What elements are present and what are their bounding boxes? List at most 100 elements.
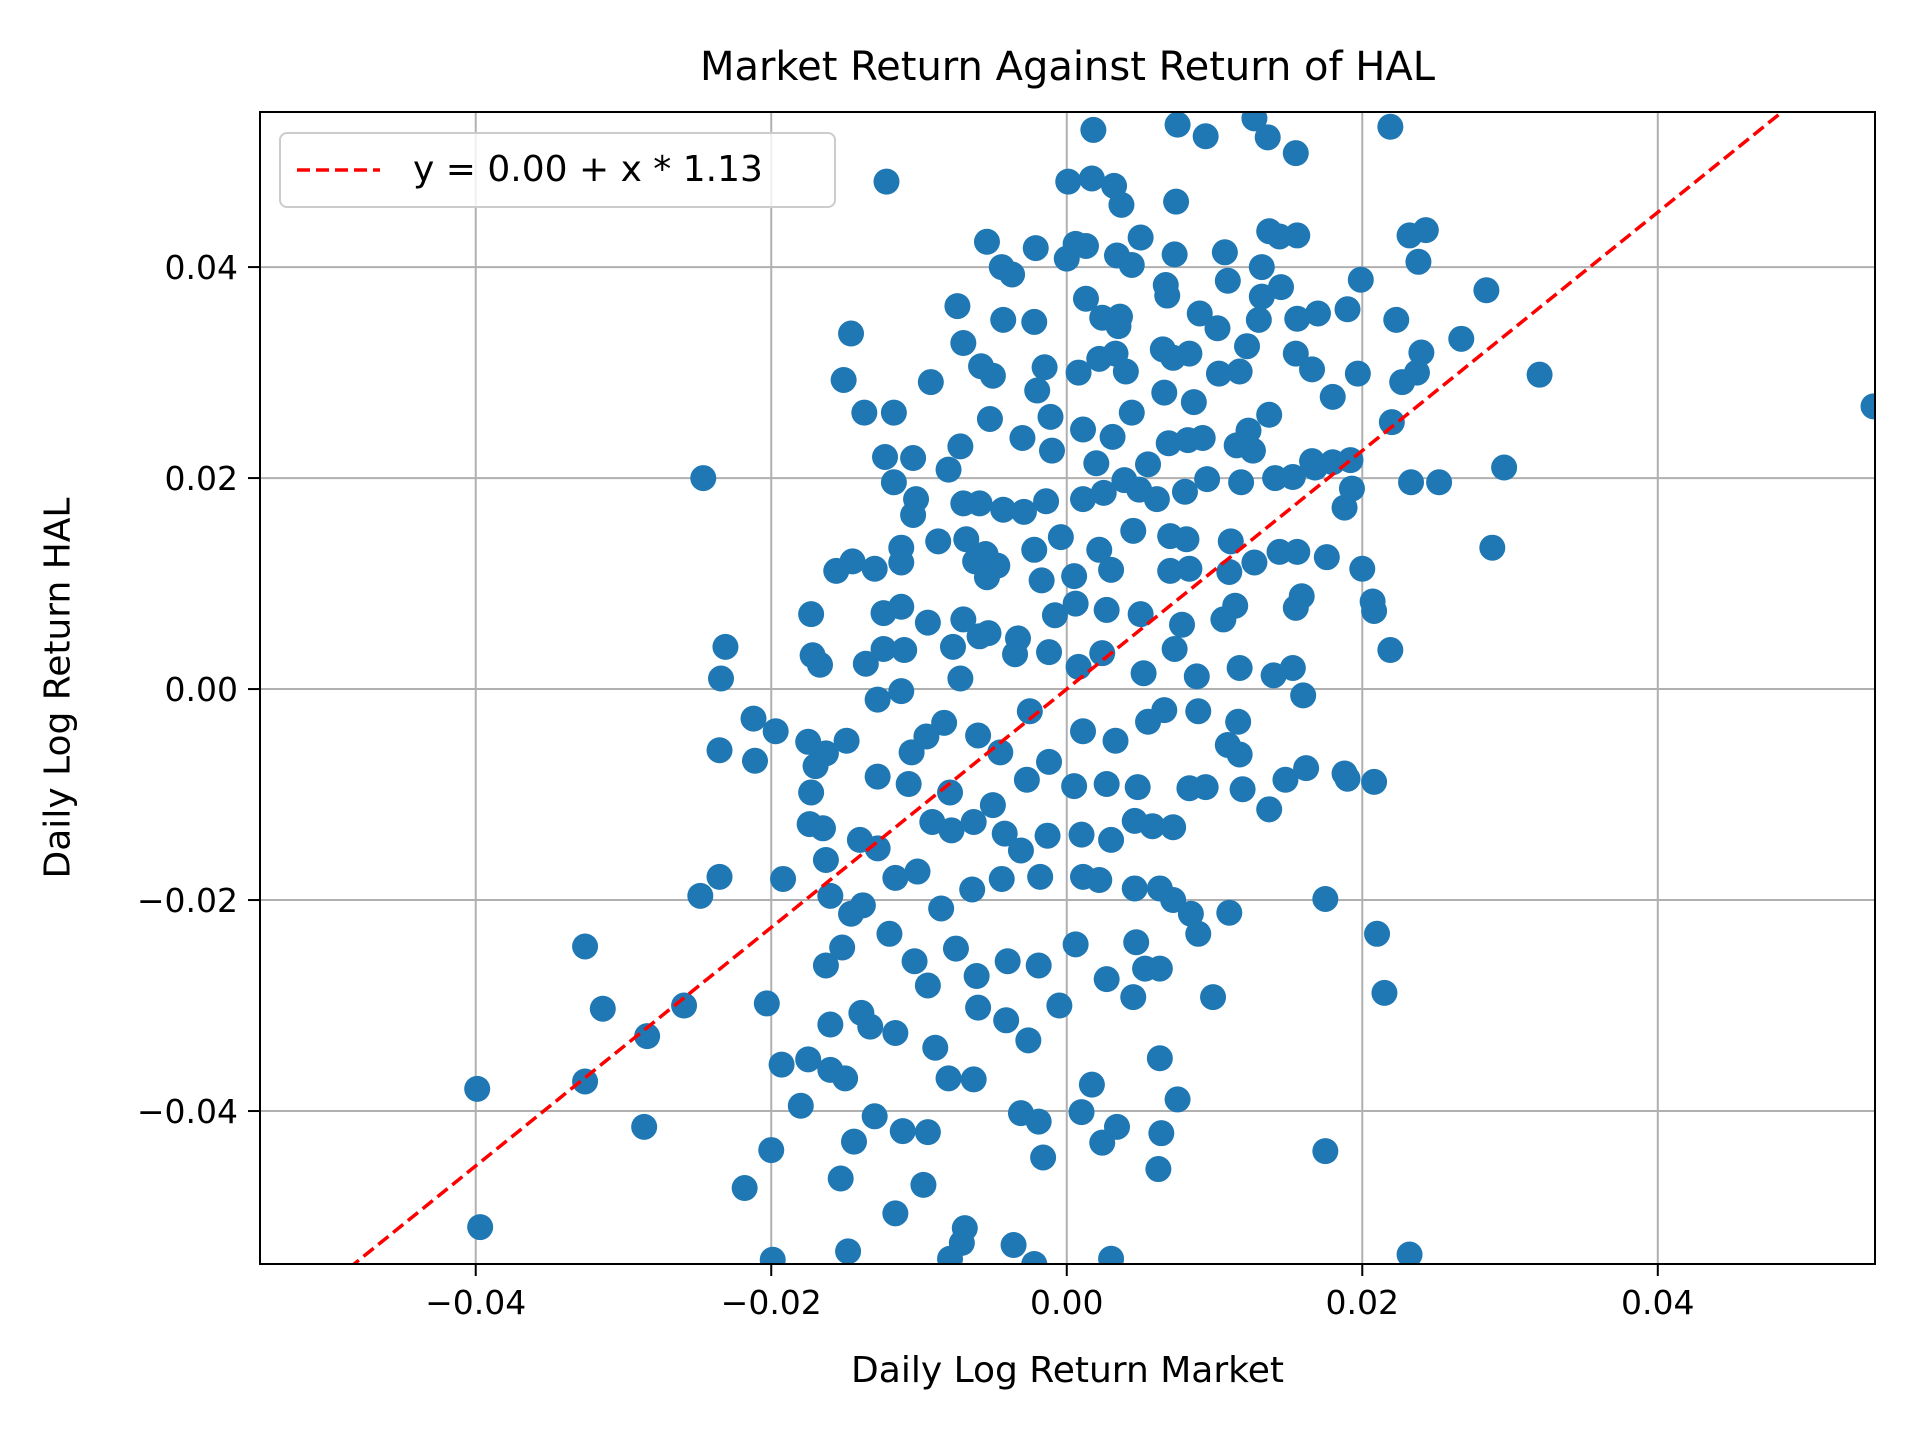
data-point <box>687 882 714 909</box>
data-point <box>1000 1232 1027 1259</box>
data-point <box>1102 727 1129 754</box>
data-point <box>1272 766 1299 793</box>
data-point <box>988 865 1015 892</box>
data-point <box>999 261 1026 288</box>
data-point <box>882 1200 909 1227</box>
data-point <box>1021 536 1048 563</box>
data-point <box>901 948 928 975</box>
data-point <box>1093 966 1120 993</box>
data-point <box>1025 1108 1052 1135</box>
data-point <box>987 739 1014 766</box>
data-point <box>1228 469 1255 496</box>
data-point <box>1222 592 1249 619</box>
data-point <box>876 920 903 947</box>
y-tick-label: 0.02 <box>165 459 238 498</box>
data-point <box>1256 796 1283 823</box>
y-tick-label: 0.00 <box>165 670 238 709</box>
data-point <box>994 948 1021 975</box>
y-tick-label: −0.04 <box>137 1092 238 1131</box>
data-point <box>935 456 962 483</box>
data-point <box>1007 837 1034 864</box>
y-tick-label: −0.02 <box>137 881 238 920</box>
data-point <box>1180 389 1207 416</box>
data-point <box>973 564 1000 591</box>
data-point <box>817 1011 844 1038</box>
data-point <box>1412 217 1439 244</box>
data-point <box>1108 191 1135 218</box>
data-point <box>708 665 735 692</box>
data-point <box>1070 486 1097 513</box>
data-point <box>807 651 834 678</box>
data-point <box>1036 639 1063 666</box>
data-point <box>1282 140 1309 167</box>
data-point <box>1016 698 1043 725</box>
data-point <box>1038 437 1065 464</box>
data-point <box>1127 601 1154 628</box>
data-point <box>937 1245 964 1264</box>
data-point <box>1098 826 1125 853</box>
data-point <box>965 994 992 1021</box>
data-point <box>849 892 876 919</box>
data-point <box>1284 538 1311 565</box>
data-point <box>1072 285 1099 312</box>
data-point <box>1093 596 1120 623</box>
data-point <box>1154 282 1181 309</box>
data-point <box>1226 741 1253 768</box>
y-tick-label: 0.04 <box>165 248 238 287</box>
data-point <box>1080 116 1107 143</box>
data-point <box>467 1214 494 1241</box>
data-point <box>1151 379 1178 406</box>
data-point <box>1347 266 1374 293</box>
data-point <box>960 808 987 835</box>
data-point <box>1301 454 1328 481</box>
data-point <box>950 606 977 633</box>
data-point <box>1192 123 1219 150</box>
data-point <box>1070 416 1097 443</box>
data-point <box>904 858 931 885</box>
data-point <box>770 865 797 892</box>
data-point <box>1312 885 1339 912</box>
data-point <box>1047 524 1074 551</box>
legend: y = 0.00 + x * 1.13 <box>279 132 836 208</box>
data-point <box>888 678 915 705</box>
data-point <box>944 293 971 320</box>
data-point <box>706 863 733 890</box>
data-point <box>1361 597 1388 624</box>
data-point <box>1185 698 1212 725</box>
data-point <box>1163 188 1190 215</box>
data-point <box>925 528 952 555</box>
data-point <box>1062 931 1089 958</box>
data-point <box>882 864 909 891</box>
x-tick-label: 0.00 <box>1030 1283 1103 1322</box>
data-point <box>1185 920 1212 947</box>
data-point <box>1229 776 1256 803</box>
data-point <box>1105 313 1132 340</box>
data-point <box>759 1246 786 1264</box>
data-point <box>1192 774 1219 801</box>
data-point <box>1022 235 1049 262</box>
data-point <box>833 727 860 754</box>
data-point <box>873 168 900 195</box>
data-point <box>917 369 944 396</box>
data-point <box>1068 821 1095 848</box>
data-point <box>870 635 897 662</box>
data-point <box>1173 526 1200 553</box>
data-point <box>1398 469 1425 496</box>
data-point <box>857 1013 884 1040</box>
data-point <box>787 1092 814 1119</box>
data-point <box>1204 315 1231 342</box>
data-point <box>928 895 955 922</box>
data-point <box>1090 479 1117 506</box>
data-point <box>1148 1120 1175 1147</box>
data-point <box>1078 165 1105 192</box>
data-point <box>861 1103 888 1130</box>
data-point <box>1526 361 1553 388</box>
data-point <box>1130 660 1157 687</box>
data-point <box>1290 682 1317 709</box>
data-point <box>1041 602 1068 629</box>
data-point <box>1010 498 1037 525</box>
data-point <box>1248 254 1275 281</box>
data-point <box>1078 1071 1105 1098</box>
data-point <box>671 992 698 1019</box>
data-point <box>631 1113 658 1140</box>
